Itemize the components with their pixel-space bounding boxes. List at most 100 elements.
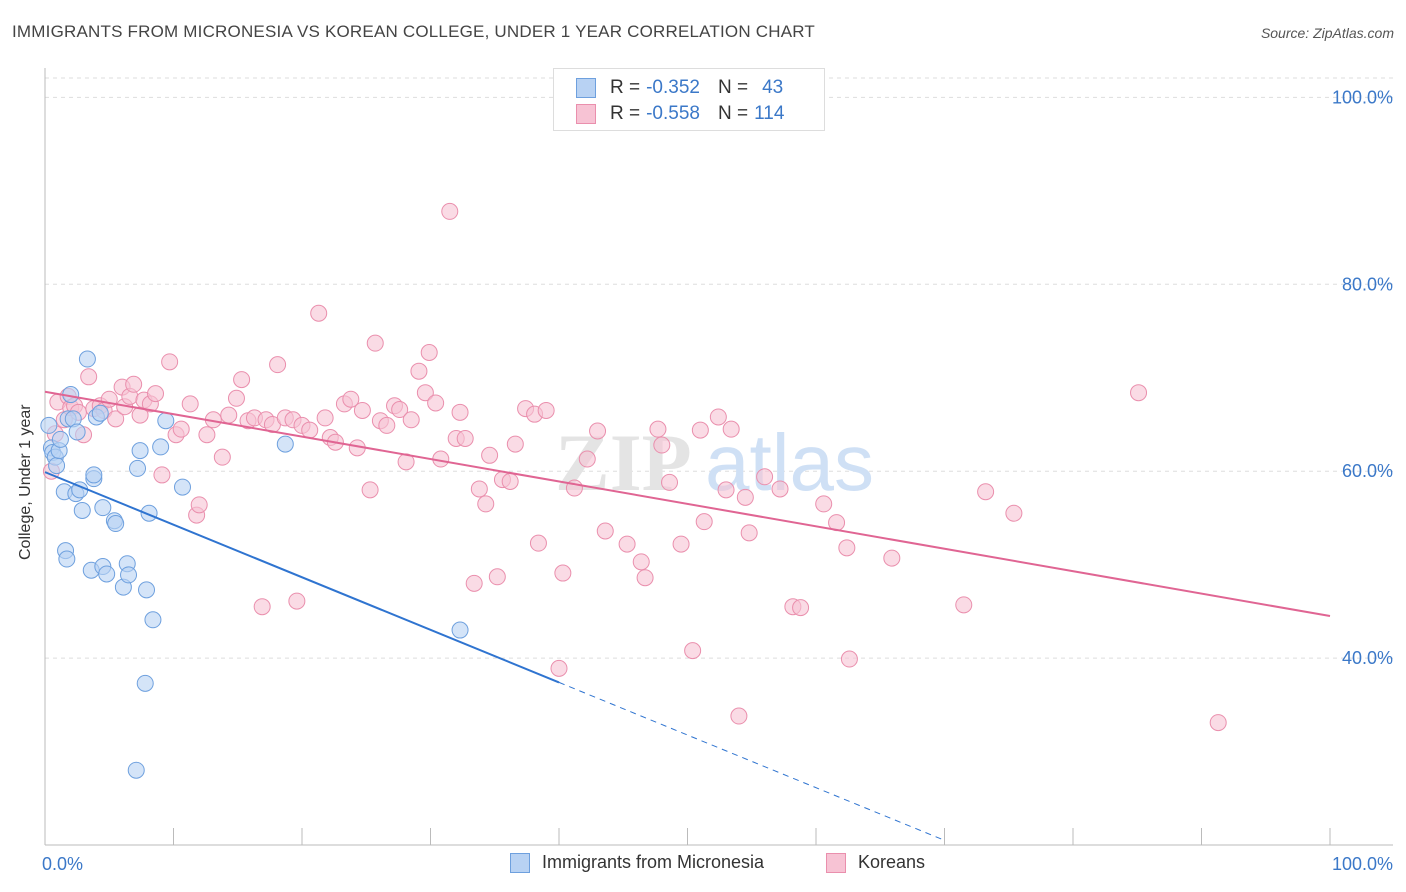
point-korean: [653, 436, 671, 454]
point-micronesia: [131, 442, 149, 460]
point-korean: [353, 401, 371, 419]
point-micronesia: [107, 515, 125, 533]
point-korean: [883, 549, 901, 567]
point-micronesia: [51, 430, 69, 448]
point-korean: [342, 390, 360, 408]
point-korean: [589, 422, 607, 440]
point-micronesia: [68, 423, 86, 441]
bottom-legend-label: Koreans: [858, 852, 926, 872]
point-korean: [792, 599, 810, 617]
point-micronesia: [85, 466, 103, 484]
point-micronesia: [73, 501, 91, 519]
bottom-legend-swatch-micronesia: [510, 852, 530, 873]
point-micronesia: [138, 581, 156, 599]
y-tick-label: 40.0%: [1342, 648, 1393, 668]
point-korean: [190, 496, 208, 514]
point-korean: [220, 406, 238, 424]
trend-line-koreans: [44, 390, 1331, 618]
point-micronesia: [129, 459, 147, 477]
point-korean: [253, 598, 271, 616]
point-korean: [740, 524, 758, 542]
point-korean: [722, 420, 740, 438]
point-korean: [838, 539, 856, 557]
point-korean: [441, 202, 459, 220]
point-korean: [578, 450, 596, 468]
point-korean: [153, 466, 171, 484]
point-micronesia: [48, 457, 66, 475]
point-korean: [402, 411, 420, 429]
point-korean: [736, 488, 754, 506]
point-korean: [554, 564, 572, 582]
point-micronesia: [78, 350, 96, 368]
point-korean: [481, 446, 499, 464]
point-korean: [477, 495, 495, 513]
point-korean: [451, 403, 469, 421]
point-korean: [596, 522, 614, 540]
point-korean: [717, 481, 735, 499]
point-korean: [427, 394, 445, 412]
y-axis-title: College, Under 1 year: [17, 404, 34, 560]
point-korean: [695, 513, 713, 531]
legend-row-koreans: R = -0.558 N = 114: [576, 102, 784, 126]
point-korean: [506, 435, 524, 453]
point-korean: [840, 650, 858, 668]
point-korean: [410, 362, 428, 380]
point-korean: [529, 534, 547, 552]
point-korean: [366, 334, 384, 352]
point-korean: [661, 473, 679, 491]
legend-n-label: N =: [717, 103, 749, 124]
point-micronesia: [152, 438, 170, 456]
legend-swatch-koreans: [576, 104, 596, 124]
point-korean: [691, 421, 709, 439]
x-tick-label-end: 100.0%: [1332, 854, 1393, 874]
point-korean: [550, 659, 568, 677]
point-korean: [465, 574, 483, 592]
point-micronesia: [127, 761, 145, 779]
trend-lines: [44, 390, 1331, 841]
point-korean: [198, 426, 216, 444]
point-micronesia: [91, 404, 109, 422]
grid-lines: [45, 77, 1393, 659]
point-korean: [815, 495, 833, 513]
tick-labels: 40.0% 60.0% 80.0% 100.0% 0.0% 100.0%: [42, 87, 1393, 874]
legend-row-micronesia: R = -0.352 N = 43: [576, 76, 783, 100]
legend-r-value: -0.558: [646, 103, 700, 124]
point-korean: [416, 384, 434, 402]
point-micronesia: [120, 566, 138, 584]
legend-n-value: 114: [754, 103, 785, 124]
point-korean: [316, 409, 334, 427]
legend-swatch-micronesia: [576, 78, 596, 98]
point-korean: [269, 356, 287, 374]
legend-box: R = -0.352 N = 43 R = -0.558 N = 114: [553, 68, 825, 131]
point-korean: [636, 569, 654, 587]
point-korean: [310, 304, 328, 322]
point-micronesia: [144, 611, 162, 629]
trend-line-micronesia-extension: [558, 681, 945, 841]
legend-r-label: R =: [610, 103, 641, 124]
point-korean: [649, 420, 667, 438]
point-korean: [684, 642, 702, 660]
x-tick-label-start: 0.0%: [42, 854, 83, 874]
point-korean: [756, 468, 774, 486]
point-micronesia: [157, 412, 175, 430]
trend-line-micronesia: [44, 471, 560, 684]
point-korean: [632, 553, 650, 571]
chart-title: IMMIGRANTS FROM MICRONESIA VS KOREAN COL…: [12, 22, 815, 41]
source-label: Source: ZipAtlas.com: [1260, 25, 1394, 41]
legend-n-value: 43: [762, 77, 784, 98]
point-micronesia: [136, 674, 154, 692]
point-micronesia: [58, 550, 76, 568]
point-korean: [391, 401, 409, 419]
point-korean: [537, 401, 555, 419]
point-korean: [80, 368, 98, 386]
point-korean: [181, 395, 199, 413]
bottom-legend-micronesia: Immigrants from Micronesia: [510, 852, 764, 873]
y-tick-label: 100.0%: [1332, 87, 1393, 107]
bottom-legend-koreans: Koreans: [826, 852, 925, 873]
bottom-legend-swatch-koreans: [826, 852, 846, 873]
point-korean: [1130, 384, 1148, 402]
axes: [44, 68, 1393, 846]
point-korean: [107, 410, 125, 428]
bottom-legend-label: Immigrants from Micronesia: [542, 852, 765, 872]
y-tick-label: 80.0%: [1342, 274, 1393, 294]
